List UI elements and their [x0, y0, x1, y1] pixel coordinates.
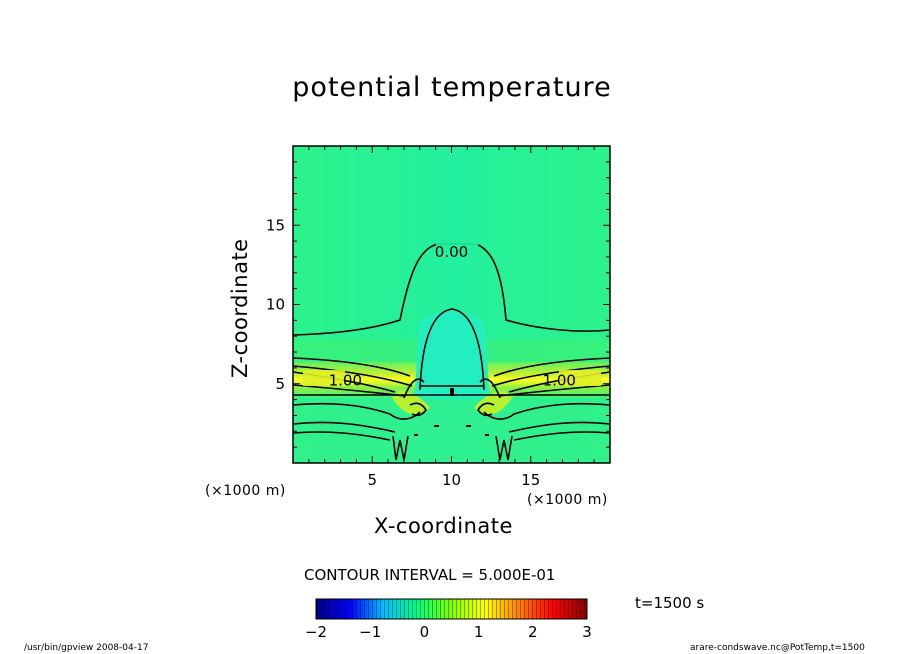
colorbar: [315, 598, 588, 620]
colorbar-tick-label: 0: [420, 623, 430, 641]
colorbar-tick-label: −1: [359, 623, 381, 641]
x-tick-label: 15: [521, 471, 540, 489]
x-tick-label: 10: [442, 471, 461, 489]
colorbar-tick-label: 1: [474, 623, 484, 641]
y-axis-unit: (×1000 m): [205, 483, 286, 499]
colorbar-tick-label: −2: [305, 623, 327, 641]
x-axis-unit: (×1000 m): [527, 492, 608, 508]
x-axis-label: X-coordinate: [374, 514, 513, 538]
footer-right: arare-condswave.nc@PotTemp,t=1500: [690, 643, 865, 653]
colorbar-tick-label: 3: [582, 623, 592, 641]
contour-label: 1.00: [329, 372, 362, 390]
heatmap-field: [293, 146, 610, 463]
y-tick-labels: 5 10 15: [266, 216, 285, 393]
contour-label: 1.00: [543, 372, 576, 390]
footer-left: /usr/bin/gpview 2008-04-17: [24, 643, 149, 653]
y-axis-label: Z-coordinate: [228, 238, 252, 378]
chart-title: potential temperature: [292, 72, 612, 103]
x-tick-label: 5: [367, 471, 377, 489]
contour-labels: 0.00 1.00 1.00: [329, 243, 576, 389]
colorbar-tick-label: 2: [528, 623, 538, 641]
colorbar-tick-labels: −2 −1 0 1 2 3: [305, 623, 592, 641]
axis-ticks: [293, 146, 610, 463]
contour-interval-label: CONTOUR INTERVAL = 5.000E-01: [304, 566, 556, 584]
x-tick-labels: 5 10 15: [367, 471, 540, 489]
time-label: t=1500 s: [635, 594, 705, 612]
y-tick-label: 5: [275, 375, 285, 393]
contour-label: 0.00: [435, 243, 468, 261]
y-tick-label: 10: [266, 296, 285, 314]
y-tick-label: 15: [266, 216, 285, 234]
